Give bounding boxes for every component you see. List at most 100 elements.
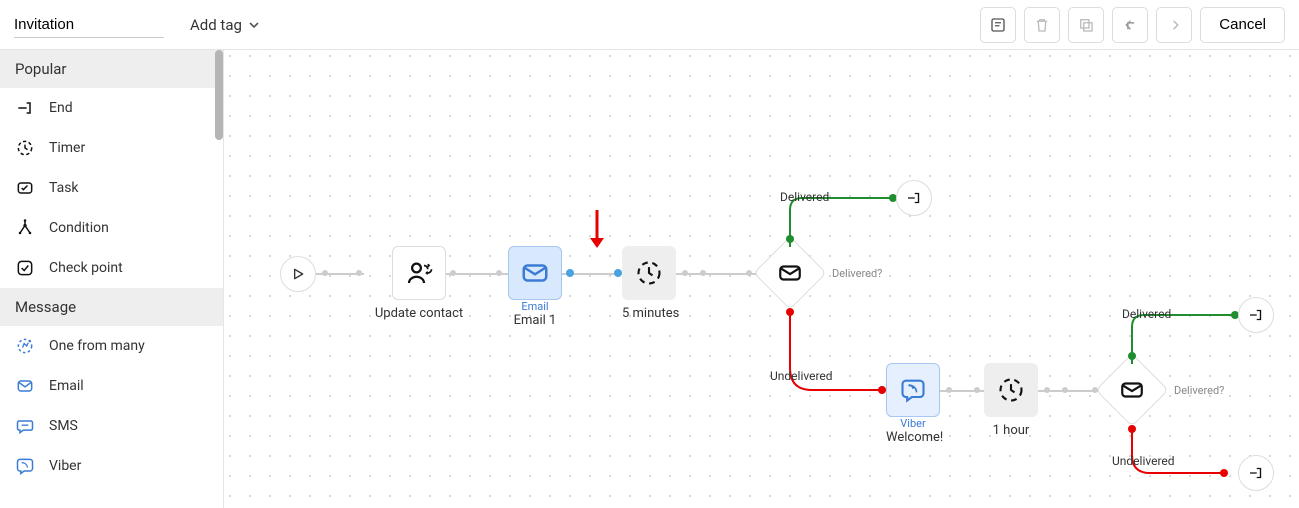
node-email[interactable] bbox=[508, 246, 562, 300]
node-end[interactable] bbox=[1238, 455, 1274, 491]
redo-icon bbox=[1165, 16, 1183, 34]
note-icon bbox=[989, 16, 1007, 34]
scrollbar-thumb[interactable] bbox=[215, 50, 223, 140]
sidebar-item-condition[interactable]: Condition bbox=[0, 208, 223, 248]
play-icon bbox=[290, 266, 306, 282]
start-node[interactable] bbox=[280, 256, 316, 292]
undo-icon bbox=[1121, 16, 1139, 34]
node-condition-delivered[interactable] bbox=[753, 236, 827, 310]
sidebar-item-email[interactable]: Email bbox=[0, 366, 223, 406]
node-update-contact[interactable] bbox=[392, 246, 446, 300]
node-viber[interactable] bbox=[886, 363, 940, 417]
node-label: 1 hour bbox=[984, 423, 1038, 438]
update-contact-icon bbox=[404, 258, 434, 288]
end-icon bbox=[905, 189, 923, 207]
email-icon bbox=[1119, 377, 1145, 403]
sidebar-item-checkpoint[interactable]: Check point bbox=[0, 248, 223, 288]
email-icon bbox=[777, 260, 803, 286]
condition-icon bbox=[15, 218, 35, 238]
sidebar-item-timer[interactable]: Timer bbox=[0, 128, 223, 168]
email-icon bbox=[15, 376, 35, 396]
port-dot bbox=[682, 270, 688, 276]
trash-icon bbox=[1033, 16, 1051, 34]
node-label: Email 1 bbox=[508, 313, 562, 328]
port-dot bbox=[1128, 352, 1136, 360]
add-tag-dropdown[interactable]: Add tag bbox=[190, 16, 260, 34]
one-from-many-icon bbox=[15, 336, 35, 356]
sidebar-item-label: Timer bbox=[49, 140, 85, 156]
port-dot bbox=[1062, 387, 1068, 393]
port-dot bbox=[946, 387, 952, 393]
sidebar-item-label: One from many bbox=[49, 338, 145, 354]
email-icon bbox=[520, 258, 550, 288]
sidebar-item-label: End bbox=[49, 100, 73, 116]
node-end[interactable] bbox=[896, 180, 932, 216]
port-dot bbox=[496, 270, 502, 276]
node-label: 5 minutes bbox=[622, 306, 676, 321]
port-dot[interactable] bbox=[566, 269, 574, 277]
port-dot bbox=[1220, 469, 1228, 477]
node-condition-delivered-2[interactable] bbox=[1095, 353, 1169, 427]
node-timer-1hour[interactable] bbox=[984, 363, 1038, 417]
sidebar-item-label: Condition bbox=[49, 220, 109, 236]
end-icon bbox=[1247, 464, 1265, 482]
section-popular: Popular bbox=[0, 50, 223, 88]
port-dot[interactable] bbox=[614, 269, 622, 277]
end-icon bbox=[15, 98, 35, 118]
section-message: Message bbox=[0, 288, 223, 326]
sidebar-item-end[interactable]: End bbox=[0, 88, 223, 128]
undo-button[interactable] bbox=[1112, 7, 1148, 43]
port-dot bbox=[700, 270, 706, 276]
node-end[interactable] bbox=[1238, 297, 1274, 333]
cancel-button[interactable]: Cancel bbox=[1200, 7, 1285, 43]
redo-button[interactable] bbox=[1156, 7, 1192, 43]
viber-icon bbox=[899, 376, 927, 404]
sidebar-item-label: Check point bbox=[49, 260, 123, 276]
sidebar-item-label: Task bbox=[49, 180, 79, 196]
port-dot bbox=[356, 270, 362, 276]
sidebar-item-sms[interactable]: SMS bbox=[0, 406, 223, 446]
timer-icon bbox=[15, 138, 35, 158]
sidebar-item-viber[interactable]: Viber bbox=[0, 446, 223, 486]
port-dot bbox=[878, 386, 886, 394]
port-dot bbox=[1044, 387, 1050, 393]
condition-label: Delivered? bbox=[832, 267, 882, 280]
sidebar-item-task[interactable]: Task bbox=[0, 168, 223, 208]
add-tag-label: Add tag bbox=[190, 16, 242, 34]
node-timer-5min[interactable] bbox=[622, 246, 676, 300]
sidebar-item-one-from-many[interactable]: One from many bbox=[0, 326, 223, 366]
port-dot bbox=[1128, 425, 1136, 433]
port-dot bbox=[322, 270, 328, 276]
copy-button[interactable] bbox=[1068, 7, 1104, 43]
node-label: Welcome! bbox=[886, 430, 940, 445]
port-dot bbox=[450, 270, 456, 276]
sidebar-item-label: Email bbox=[49, 378, 84, 394]
port-dot bbox=[746, 270, 752, 276]
end-icon bbox=[1247, 306, 1265, 324]
annotation-arrow bbox=[587, 208, 607, 256]
task-icon bbox=[15, 178, 35, 198]
port-dot bbox=[786, 308, 794, 316]
condition-label: Delivered? bbox=[1174, 384, 1224, 397]
branch-label: Delivered bbox=[780, 190, 829, 204]
timer-icon bbox=[635, 259, 663, 287]
flow-canvas[interactable]: Update contact Email Email 1 bbox=[224, 50, 1299, 508]
port-dot bbox=[786, 235, 794, 243]
viber-icon bbox=[15, 456, 35, 476]
sidebar-item-label: Viber bbox=[49, 458, 81, 474]
sms-icon bbox=[15, 416, 35, 436]
sidebar: Popular End Timer Task Condition Check p… bbox=[0, 50, 224, 508]
branch-label: Delivered bbox=[1122, 307, 1171, 321]
node-link[interactable]: Email bbox=[508, 300, 562, 313]
checkpoint-icon bbox=[15, 258, 35, 278]
node-link[interactable]: Viber bbox=[886, 417, 940, 430]
branch-label: Undelivered bbox=[1112, 454, 1175, 468]
copy-icon bbox=[1077, 16, 1095, 34]
notes-button[interactable] bbox=[980, 7, 1016, 43]
flow-title-input[interactable] bbox=[14, 12, 164, 38]
timer-icon bbox=[997, 376, 1025, 404]
branch-label: Undelivered bbox=[770, 369, 833, 383]
delete-button[interactable] bbox=[1024, 7, 1060, 43]
node-label: Update contact bbox=[364, 306, 474, 321]
connector-red bbox=[1128, 425, 1248, 477]
